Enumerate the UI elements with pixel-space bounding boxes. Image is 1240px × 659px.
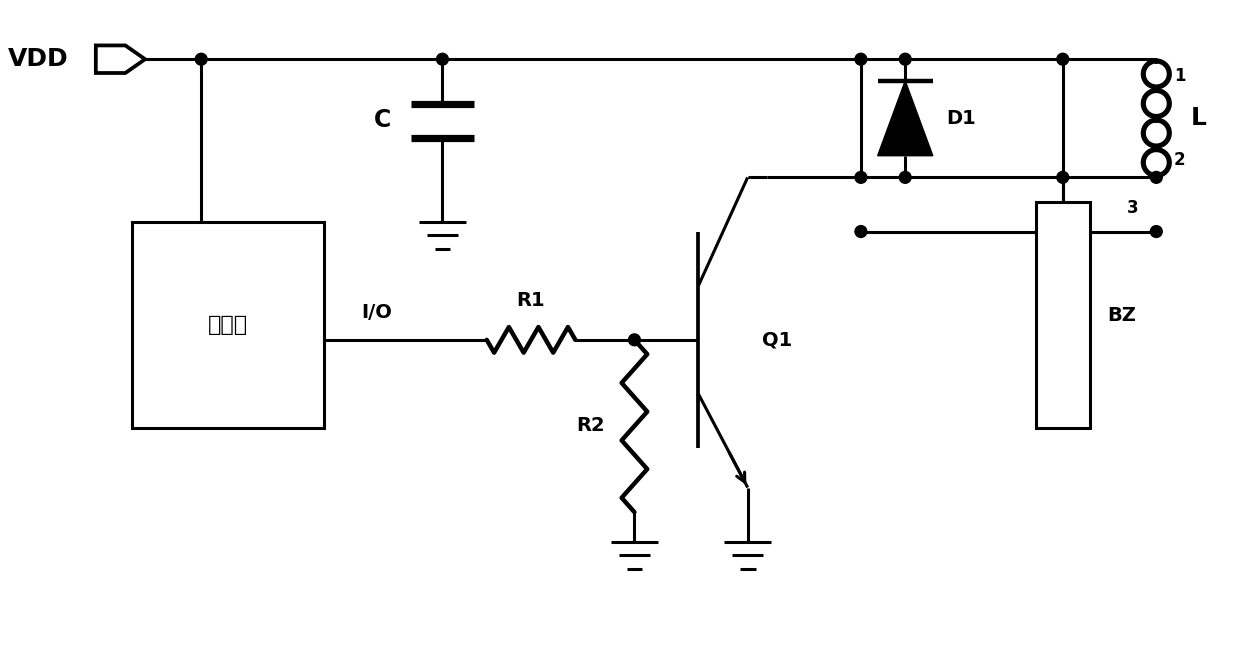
Text: R2: R2 xyxy=(577,416,605,435)
Text: I/O: I/O xyxy=(362,303,393,322)
Circle shape xyxy=(1056,53,1069,65)
Polygon shape xyxy=(878,81,932,156)
Text: R1: R1 xyxy=(517,291,546,310)
Text: L: L xyxy=(1190,106,1207,130)
Circle shape xyxy=(436,53,449,65)
Text: Q1: Q1 xyxy=(763,330,792,349)
Text: 2: 2 xyxy=(1174,152,1185,169)
Bar xyxy=(1037,202,1090,428)
Circle shape xyxy=(899,53,911,65)
Text: 1: 1 xyxy=(1174,67,1185,85)
Circle shape xyxy=(1056,171,1069,183)
Text: D1: D1 xyxy=(946,109,976,128)
Circle shape xyxy=(899,171,911,183)
Text: VDD: VDD xyxy=(7,47,68,71)
Circle shape xyxy=(856,171,867,183)
Bar xyxy=(133,221,325,428)
Text: 单片机: 单片机 xyxy=(208,315,248,335)
Circle shape xyxy=(1151,225,1162,237)
Circle shape xyxy=(629,334,640,346)
Circle shape xyxy=(856,225,867,237)
Text: BZ: BZ xyxy=(1107,306,1136,325)
Circle shape xyxy=(1151,171,1162,183)
Circle shape xyxy=(856,53,867,65)
Circle shape xyxy=(195,53,207,65)
Text: 3: 3 xyxy=(1127,199,1138,217)
Text: C: C xyxy=(374,108,392,132)
